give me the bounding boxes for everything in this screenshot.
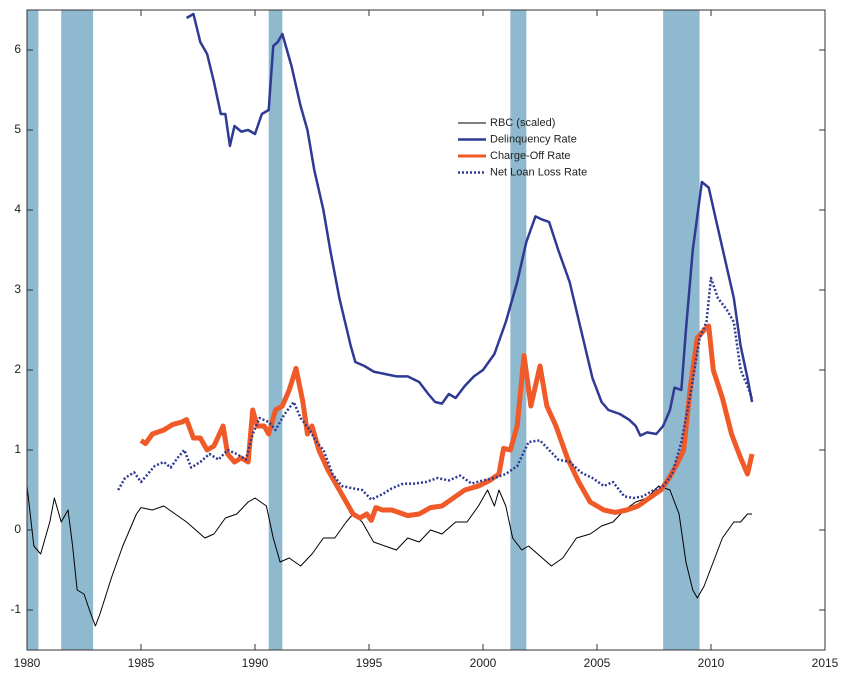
- recession-band: [268, 10, 283, 650]
- x-tick-label: 1980: [14, 656, 41, 670]
- legend: RBC (scaled) Delinquency Rate Charge-Off R…: [458, 117, 587, 178]
- series-line: [185, 12, 754, 437]
- series-line: [139, 323, 755, 523]
- y-tick-label: 0: [14, 522, 21, 536]
- y-tick-label: 6: [14, 42, 21, 56]
- recession-shading: [27, 10, 700, 650]
- x-tick-label: 1990: [242, 656, 269, 670]
- y-tick-label: 5: [14, 122, 21, 136]
- x-tick-label: 2015: [812, 656, 839, 670]
- plot-frame: [26, 9, 826, 651]
- series-line: [117, 276, 754, 501]
- legend-label: Charge-Off Rate: [490, 150, 571, 162]
- legend-label: Delinquency Rate: [490, 133, 577, 145]
- y-tick-label: 2: [14, 362, 21, 376]
- recession-band: [663, 10, 700, 650]
- y-tick-label: 3: [14, 282, 21, 296]
- y-tick-label: 1: [14, 442, 21, 456]
- plot-lines: [27, 12, 755, 627]
- x-tick-label: 2010: [698, 656, 725, 670]
- x-tick-label: 1985: [128, 656, 155, 670]
- y-tick-label: 4: [14, 202, 21, 216]
- series-line: [27, 485, 753, 627]
- recession-band: [510, 10, 527, 650]
- legend-label: Net Loan Loss Rate: [490, 166, 587, 178]
- x-tick-label: 1995: [356, 656, 383, 670]
- y-tick-label: -1: [10, 602, 21, 616]
- x-tick-label: 2005: [584, 656, 611, 670]
- recession-band: [61, 10, 94, 650]
- x-tick-label: 2000: [470, 656, 497, 670]
- legend-label: RBC (scaled): [490, 117, 555, 129]
- recession-band: [27, 10, 39, 650]
- axes: 1980 1985 1990 1995 2000 2005 2010 2015 -1 0 1 2 3 4 5…: [10, 9, 839, 670]
